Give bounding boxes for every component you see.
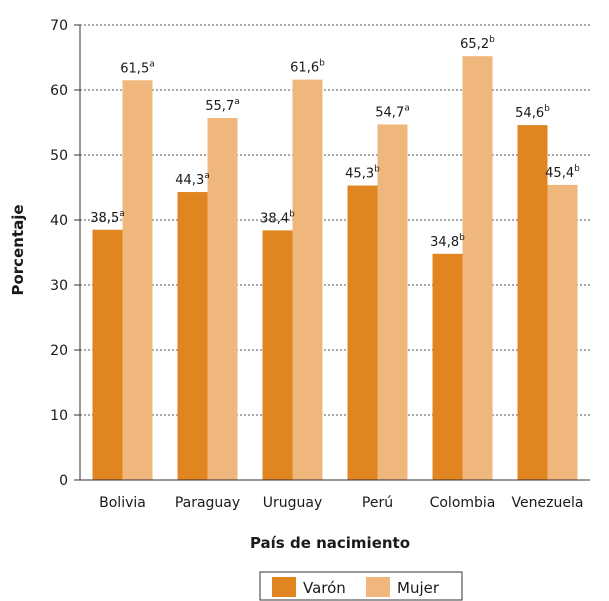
x-tick-label: Colombia	[430, 495, 496, 511]
legend-label-varon: Varón	[303, 579, 346, 597]
x-tick-label: Bolivia	[99, 495, 146, 511]
data-label: 55,7a	[205, 97, 239, 114]
bar-mujer	[378, 124, 408, 480]
y-tick-label: 20	[50, 343, 68, 359]
data-label: 45,3b	[345, 165, 380, 182]
data-label: 38,5a	[90, 209, 124, 226]
y-tick-label: 10	[50, 408, 68, 424]
data-label: 44,3a	[175, 171, 209, 188]
legend-swatch-mujer	[366, 577, 390, 597]
bar-varon	[178, 192, 208, 480]
y-tick-labels: 0 10 20 30 40 50 60 70	[50, 18, 68, 489]
bar-mujer	[293, 80, 323, 480]
data-label: 38,4b	[260, 209, 295, 226]
data-label: 45,4b	[545, 164, 580, 181]
data-label: 61,5a	[120, 59, 154, 76]
y-tick-label: 60	[50, 83, 68, 99]
legend-label-mujer: Mujer	[397, 579, 440, 597]
bar-varon	[433, 254, 463, 480]
x-tick-labels: Bolivia Paraguay Uruguay Perú Colombia Venezu…	[99, 495, 583, 511]
x-tick-label: Uruguay	[263, 495, 323, 511]
bar-mujer	[463, 56, 493, 480]
bar-varon	[263, 230, 293, 480]
x-tick-label: Venezuela	[512, 495, 584, 511]
data-label: 34,8b	[430, 233, 465, 250]
bar-mujer	[548, 185, 578, 480]
y-tick-label: 0	[59, 473, 68, 489]
bars	[93, 56, 578, 480]
bar-varon	[518, 125, 548, 480]
y-axis-title: Porcentaje	[9, 204, 27, 295]
gridlines	[80, 25, 590, 415]
y-tick-label: 40	[50, 213, 68, 229]
y-tick-label: 70	[50, 18, 68, 34]
legend: Varón Mujer	[260, 572, 462, 600]
bar-mujer	[123, 80, 153, 480]
x-axis-title: País de nacimiento	[250, 534, 410, 552]
legend-swatch-varon	[272, 577, 296, 597]
x-tick-label: Paraguay	[175, 495, 240, 511]
x-tick-label: Perú	[362, 495, 393, 511]
y-tick-label: 50	[50, 148, 68, 164]
bar-varon	[348, 186, 378, 480]
data-labels: 38,5a 61,5a 44,3a 55,7a 38,4b 61,6b 45,3b 54,7a…	[90, 35, 580, 250]
data-label: 65,2b	[460, 35, 495, 52]
bar-varon	[93, 230, 123, 480]
data-label: 61,6b	[290, 59, 325, 76]
data-label: 54,7a	[375, 103, 409, 120]
bar-mujer	[208, 118, 238, 480]
data-label: 54,6b	[515, 104, 550, 121]
y-tick-label: 30	[50, 278, 68, 294]
